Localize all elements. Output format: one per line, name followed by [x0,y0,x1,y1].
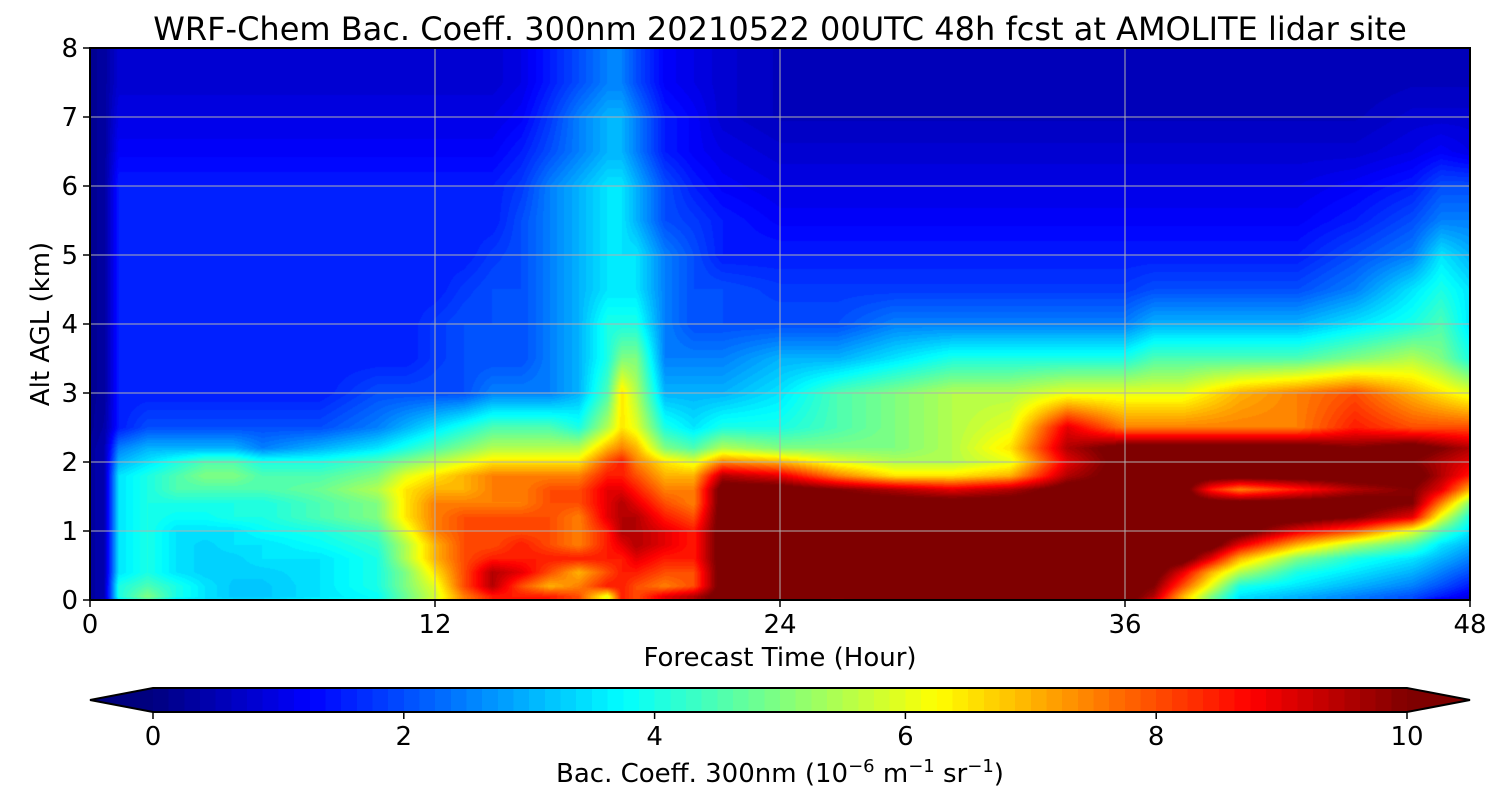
x-axis-label: Forecast Time (Hour) [643,643,916,673]
colorbar-extend-high [1407,688,1470,712]
x-tick-label: 12 [418,610,451,640]
colorbar-tick-label: 10 [1390,722,1423,752]
x-tick-label: 0 [82,610,99,640]
y-tick-label: 8 [61,34,78,64]
y-tick-label: 4 [61,310,78,340]
colorbar-extend-low [90,688,153,712]
colorbar-tick-label: 4 [646,722,663,752]
colorbar-tick-label: 0 [145,722,162,752]
chart-title: WRF-Chem Bac. Coeff. 300nm 20210522 00UT… [153,10,1407,48]
y-tick-label: 0 [61,586,78,616]
colorbar-label: Bac. Coeff. 300nm (10−6 m−1 sr−1) [556,756,1004,789]
x-tick-label: 24 [763,610,796,640]
grid-lines [90,48,1470,600]
y-axis: 0 1 2 3 4 5 6 7 8 [61,34,90,616]
y-tick-label: 3 [61,379,78,409]
plot-area [89,47,1471,601]
colorbar-tick-label: 2 [396,722,413,752]
y-tick-label: 5 [61,241,78,271]
x-tick-label: 36 [1108,610,1141,640]
colorbar-tick-label: 8 [1148,722,1165,752]
colorbar-ticks: 0 2 4 6 8 10 [145,712,1424,752]
y-tick-label: 1 [61,517,78,547]
y-tick-label: 2 [61,448,78,478]
x-tick-label: 48 [1453,610,1486,640]
y-axis-label: Alt AGL (km) [26,242,56,406]
x-axis: 0 12 24 36 48 [82,600,1487,640]
y-tick-label: 6 [61,172,78,202]
colorbar: 0 2 4 6 8 10 Bac. Coeff. 300nm (10−6 m−1 sr−1… [89,687,1471,789]
y-tick-label: 7 [61,103,78,133]
colorbar-tick-label: 6 [897,722,914,752]
colorbar-body [153,688,1407,712]
